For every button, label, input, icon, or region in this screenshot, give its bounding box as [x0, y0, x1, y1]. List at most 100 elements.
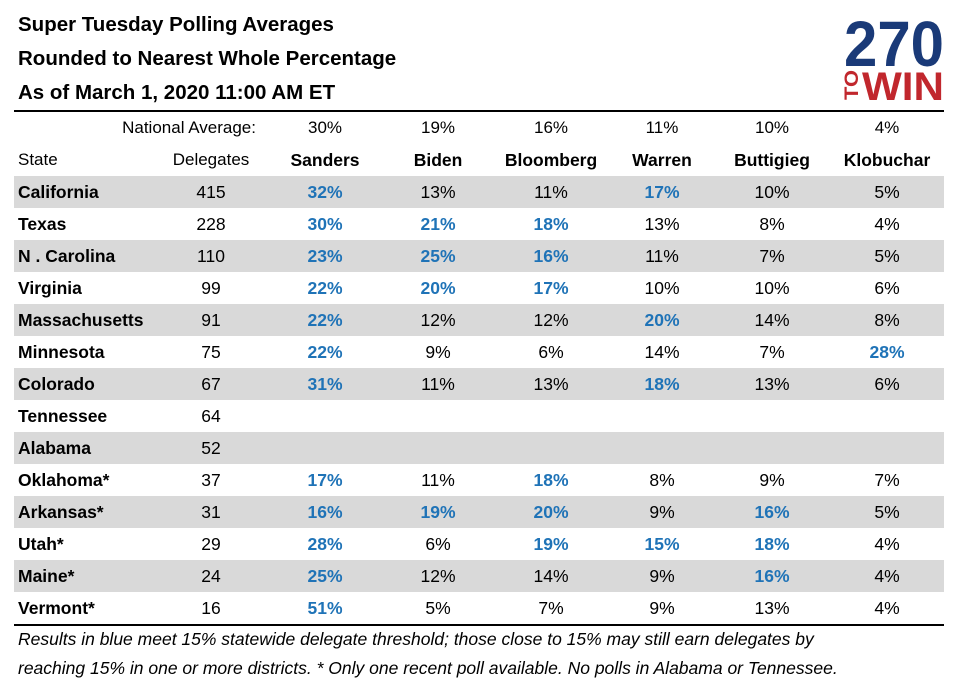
- poll-value: 8%: [830, 304, 944, 336]
- poll-value: 20%: [610, 304, 714, 336]
- poll-value: 11%: [492, 176, 610, 208]
- poll-value: 30%: [307, 213, 343, 234]
- table-row: Utah* 29 28% 6% 19% 15% 18% 4%: [14, 528, 944, 560]
- poll-value: 16%: [714, 496, 830, 528]
- poll-value: 10%: [644, 277, 680, 298]
- poll-value: 23%: [266, 240, 384, 272]
- table-row: Massachusetts 91 22% 12% 12% 20% 14% 8%: [14, 304, 944, 336]
- national-value: 19%: [420, 118, 456, 137]
- national-value: 10%: [754, 118, 790, 137]
- poll-value: [266, 432, 384, 464]
- poll-value: 13%: [714, 368, 830, 400]
- top-rule: [14, 110, 944, 112]
- poll-value: 9%: [425, 341, 451, 362]
- national-value: 4%: [874, 118, 900, 137]
- title-line-2: Rounded to Nearest Whole Percentage: [18, 47, 397, 70]
- delegate-count: 75: [201, 341, 221, 362]
- logo-win: WIN: [862, 65, 944, 104]
- table-row: Minnesota 75 22% 9% 6% 14% 7% 28%: [14, 336, 944, 368]
- poll-value: 12%: [384, 304, 492, 336]
- poll-value: 17%: [610, 176, 714, 208]
- poll-value: 7%: [759, 341, 785, 362]
- poll-value: 15%: [644, 533, 680, 554]
- footnote-line-1: Results in blue meet 15% statewide deleg…: [18, 629, 814, 649]
- table-row: Colorado 67 31% 11% 13% 18% 13% 6%: [14, 368, 944, 400]
- state-name: Vermont*: [18, 597, 95, 618]
- poll-value: [610, 432, 714, 464]
- poll-value: 22%: [307, 277, 343, 298]
- poll-value: 25%: [384, 240, 492, 272]
- delegate-count: 67: [156, 368, 266, 400]
- poll-value: 17%: [307, 469, 343, 490]
- poll-value: [384, 400, 492, 432]
- poll-value: 5%: [425, 597, 451, 618]
- state-name: Colorado: [14, 368, 156, 400]
- poll-value: 6%: [538, 341, 564, 362]
- title-line-1: Super Tuesday Polling Averages: [18, 13, 334, 36]
- poll-value: 21%: [420, 213, 456, 234]
- poll-value: [610, 400, 714, 432]
- poll-value: 14%: [492, 560, 610, 592]
- poll-value: 6%: [425, 533, 451, 554]
- candidate-header: Biden: [413, 149, 463, 170]
- candidate-header: Klobuchar: [843, 149, 931, 170]
- table-row: N . Carolina 110 23% 25% 16% 11% 7% 5%: [14, 240, 944, 272]
- national-average-label: National Average:: [122, 118, 256, 137]
- poll-value: 17%: [533, 277, 569, 298]
- poll-value: [266, 400, 384, 432]
- state-column-header: State: [18, 150, 58, 169]
- delegate-count: 29: [201, 533, 221, 554]
- poll-value: 6%: [830, 368, 944, 400]
- table-row: Texas 228 30% 21% 18% 13% 8% 4%: [14, 208, 944, 240]
- poll-value: 6%: [874, 277, 900, 298]
- poll-value: 9%: [610, 496, 714, 528]
- table-row: Maine* 24 25% 12% 14% 9% 16% 4%: [14, 560, 944, 592]
- candidate-header: Warren: [632, 149, 692, 170]
- poll-value: [492, 400, 610, 432]
- footnote-line-2: reaching 15% in one or more districts. *…: [18, 658, 838, 678]
- candidate-header: Sanders: [290, 149, 360, 170]
- table-row: Tennessee 64: [14, 400, 944, 432]
- poll-value: 18%: [754, 533, 790, 554]
- poll-value: 13%: [754, 597, 790, 618]
- table-row: Vermont* 16 51% 5% 7% 9% 13% 4%: [14, 592, 944, 624]
- poll-value: 20%: [420, 277, 456, 298]
- poll-value: 11%: [421, 469, 455, 490]
- table-row: Oklahoma* 37 17% 11% 18% 8% 9% 7%: [14, 464, 944, 496]
- delegate-count: 24: [156, 560, 266, 592]
- poll-value: [830, 432, 944, 464]
- poll-value: 13%: [644, 213, 680, 234]
- poll-value: 19%: [533, 533, 569, 554]
- poll-value: 13%: [492, 368, 610, 400]
- candidate-header: Buttigieg: [734, 149, 810, 170]
- delegate-count: 37: [201, 469, 221, 490]
- candidate-header: Bloomberg: [504, 149, 598, 170]
- poll-value: 11%: [384, 368, 492, 400]
- poll-value: 14%: [714, 304, 830, 336]
- national-value: 11%: [645, 118, 679, 137]
- poll-value: 10%: [754, 277, 790, 298]
- logo-number: 270: [844, 8, 944, 80]
- poll-value: 32%: [266, 176, 384, 208]
- state-name: Texas: [18, 213, 67, 234]
- delegate-count: 99: [201, 277, 221, 298]
- poll-value: 5%: [830, 496, 944, 528]
- poll-value: [492, 432, 610, 464]
- table-row: Virginia 99 22% 20% 17% 10% 10% 6%: [14, 272, 944, 304]
- footnote: Results in blue meet 15% statewide deleg…: [18, 625, 838, 683]
- poll-value: 18%: [533, 213, 569, 234]
- poll-value: 11%: [610, 240, 714, 272]
- poll-value: 19%: [384, 496, 492, 528]
- 270towin-logo: 270 TO WIN: [842, 8, 946, 109]
- poll-value: 28%: [869, 341, 905, 362]
- state-name: Oklahoma*: [18, 469, 110, 490]
- delegate-count: 64: [201, 405, 221, 426]
- poll-value: 9%: [759, 469, 785, 490]
- delegate-count: 415: [156, 176, 266, 208]
- state-name: Massachusetts: [14, 304, 156, 336]
- poll-value: 25%: [266, 560, 384, 592]
- poll-value: 8%: [649, 469, 675, 490]
- poll-value: [714, 400, 830, 432]
- title-block: Super Tuesday Polling Averages Rounded t…: [18, 8, 396, 110]
- poll-value: 5%: [830, 240, 944, 272]
